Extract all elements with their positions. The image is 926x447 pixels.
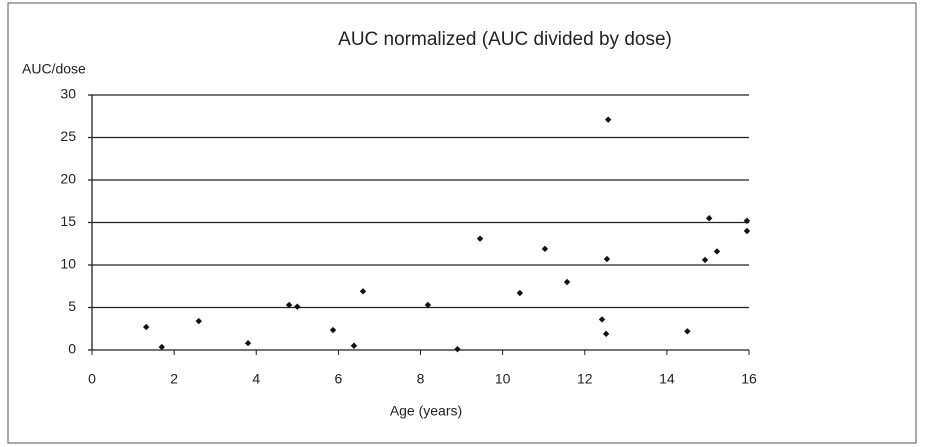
data-point: [563, 278, 571, 286]
data-point: [158, 343, 166, 351]
frame: [7, 2, 917, 444]
data-point: [743, 227, 751, 235]
x-tick-label: 6: [334, 371, 342, 387]
x-tick-label: 12: [577, 371, 593, 387]
data-point: [705, 215, 713, 222]
data-point: [359, 288, 367, 295]
y-tick-label: 0: [68, 341, 76, 357]
data-point: [424, 301, 432, 309]
x-tick-label: 2: [170, 371, 178, 387]
x-tick-label: 14: [659, 371, 675, 387]
y-tick-label: 20: [60, 171, 76, 187]
data-point: [603, 255, 611, 263]
x-axis-title: Age (years): [390, 403, 462, 419]
data-point: [294, 303, 301, 310]
data-point: [476, 235, 484, 242]
data-point: [454, 345, 461, 353]
data-point: [244, 340, 252, 347]
data-point: [329, 326, 337, 334]
data-point: [516, 289, 524, 297]
y-tick-label: 30: [60, 86, 76, 102]
data-point: [713, 248, 721, 255]
data-point: [143, 323, 150, 331]
data-point: [701, 256, 709, 264]
data-point: [195, 317, 202, 325]
x-tick-label: 8: [417, 371, 425, 387]
y-tick-label: 10: [60, 256, 76, 272]
data-point: [602, 330, 610, 338]
chart-title: AUC normalized (AUC divided by dose): [338, 29, 672, 50]
data-point: [684, 328, 691, 335]
x-tick-label: 0: [88, 371, 96, 387]
data-point: [743, 217, 751, 224]
y-tick-label: 25: [60, 128, 76, 144]
data-point: [541, 245, 549, 253]
y-tick-label: 5: [68, 298, 76, 314]
data-point: [285, 301, 293, 309]
data-point: [604, 116, 612, 123]
x-tick-label: 10: [495, 371, 511, 387]
x-tick-label: 4: [252, 371, 260, 387]
y-tick-label: 15: [60, 213, 76, 229]
x-tick-label: 16: [741, 371, 757, 387]
data-point: [350, 342, 358, 349]
data-point: [598, 316, 606, 323]
y-axis-title: AUC/dose: [22, 61, 86, 77]
